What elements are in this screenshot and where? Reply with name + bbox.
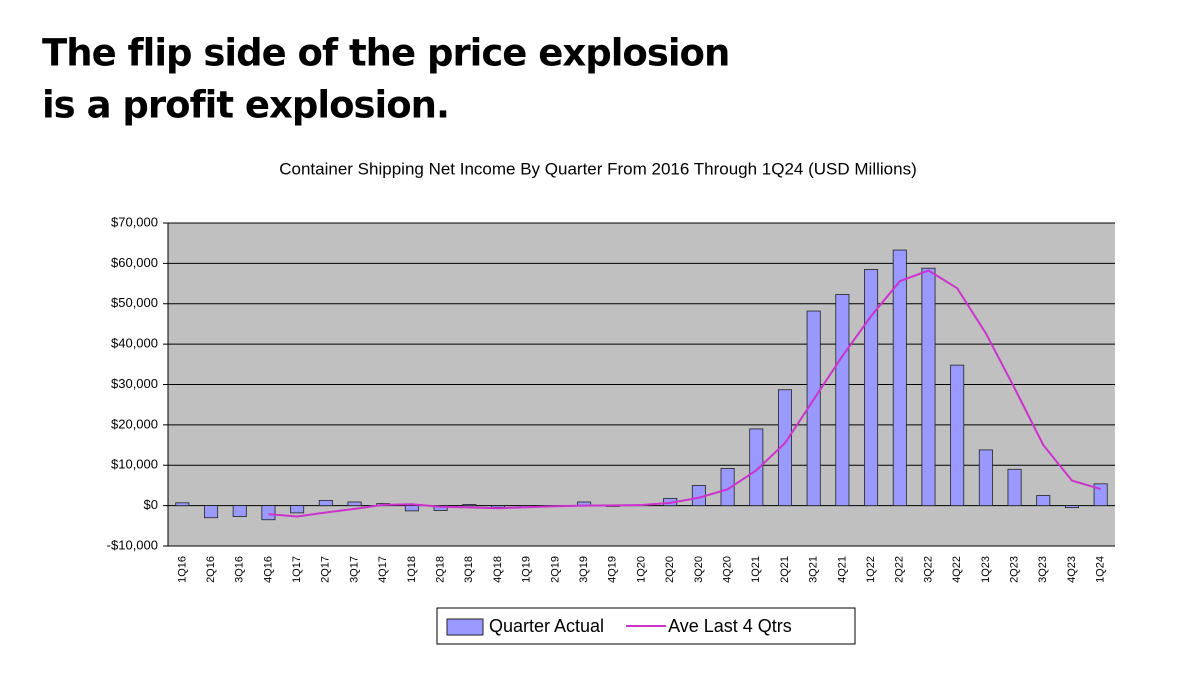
bar xyxy=(720,468,735,507)
bar xyxy=(404,505,419,512)
bar xyxy=(433,505,448,511)
bar xyxy=(1036,495,1051,507)
y-tick-label: $40,000 xyxy=(111,336,158,351)
x-tick-label: 4Q23 xyxy=(1066,556,1078,583)
y-tick-label: $60,000 xyxy=(111,255,158,270)
bar xyxy=(1064,505,1079,509)
x-tick-label: 4Q22 xyxy=(951,556,963,583)
x-tick-label: 3Q20 xyxy=(693,556,705,583)
x-tick-label: 3Q21 xyxy=(808,556,820,583)
bar xyxy=(232,505,247,517)
legend-label: Ave Last 4 Qtrs xyxy=(668,616,792,636)
y-tick-label: $0 xyxy=(144,497,158,512)
y-tick-label: $30,000 xyxy=(111,376,158,391)
bar xyxy=(950,364,965,507)
x-tick-label: 2Q21 xyxy=(779,556,791,583)
headline: The flip side of the price explosion xyxy=(42,32,729,75)
x-tick-label: 1Q17 xyxy=(291,556,303,583)
x-tick-label: 1Q20 xyxy=(635,556,647,583)
bar xyxy=(347,501,362,507)
x-tick-label: 2Q17 xyxy=(320,556,332,583)
y-tick-label: $20,000 xyxy=(111,416,158,431)
x-tick-label: 4Q19 xyxy=(607,556,619,583)
x-tick-label: 4Q17 xyxy=(377,556,389,583)
bar xyxy=(835,294,850,507)
bar xyxy=(1093,483,1108,507)
y-tick-label: -$10,000 xyxy=(107,537,158,552)
x-tick-label: 1Q24 xyxy=(1095,556,1107,583)
bar xyxy=(892,249,907,507)
y-tick-label: $50,000 xyxy=(111,295,158,310)
x-tick-label: 1Q18 xyxy=(406,556,418,583)
x-tick-label: 1Q16 xyxy=(176,556,188,583)
bar xyxy=(491,505,506,508)
bar xyxy=(462,504,477,507)
y-tick-label: $10,000 xyxy=(111,457,158,472)
x-tick-label: 4Q21 xyxy=(836,556,848,583)
x-tick-label: 4Q18 xyxy=(492,556,504,583)
x-tick-label: 1Q21 xyxy=(750,556,762,583)
x-tick-label: 3Q17 xyxy=(348,556,360,583)
bar xyxy=(749,428,764,507)
headline: is a profit explosion. xyxy=(42,84,449,127)
legend-label: Quarter Actual xyxy=(489,616,604,636)
bar xyxy=(318,499,333,507)
bar xyxy=(204,505,219,519)
x-tick-label: 1Q19 xyxy=(521,556,533,583)
legend-swatch xyxy=(446,618,484,636)
line xyxy=(268,269,1101,518)
x-tick-label: 3Q18 xyxy=(463,556,475,583)
x-tick-label: 3Q16 xyxy=(234,556,246,583)
bar xyxy=(921,267,936,507)
bar xyxy=(1007,468,1022,507)
bar xyxy=(290,505,305,514)
bar xyxy=(777,389,792,507)
x-tick-label: 4Q16 xyxy=(262,556,274,583)
y-tick-label: $70,000 xyxy=(111,214,158,229)
bar xyxy=(175,502,190,507)
x-tick-label: 2Q20 xyxy=(664,556,676,583)
x-tick-label: 2Q18 xyxy=(435,556,447,583)
x-tick-label: 3Q22 xyxy=(922,556,934,583)
x-tick-label: 1Q23 xyxy=(980,556,992,583)
bar xyxy=(864,269,879,507)
x-tick-label: 3Q19 xyxy=(578,556,590,583)
x-tick-label: 2Q19 xyxy=(549,556,561,583)
x-tick-label: 2Q22 xyxy=(894,556,906,583)
x-tick-label: 2Q16 xyxy=(205,556,217,583)
bar xyxy=(978,449,993,507)
x-tick-label: 3Q23 xyxy=(1037,556,1049,583)
x-tick-label: 4Q20 xyxy=(721,556,733,583)
chart-title: Container Shipping Net Income By Quarter… xyxy=(279,159,916,178)
x-tick-label: 2Q23 xyxy=(1008,556,1020,583)
bar xyxy=(261,505,276,521)
x-tick-label: 1Q22 xyxy=(865,556,877,583)
